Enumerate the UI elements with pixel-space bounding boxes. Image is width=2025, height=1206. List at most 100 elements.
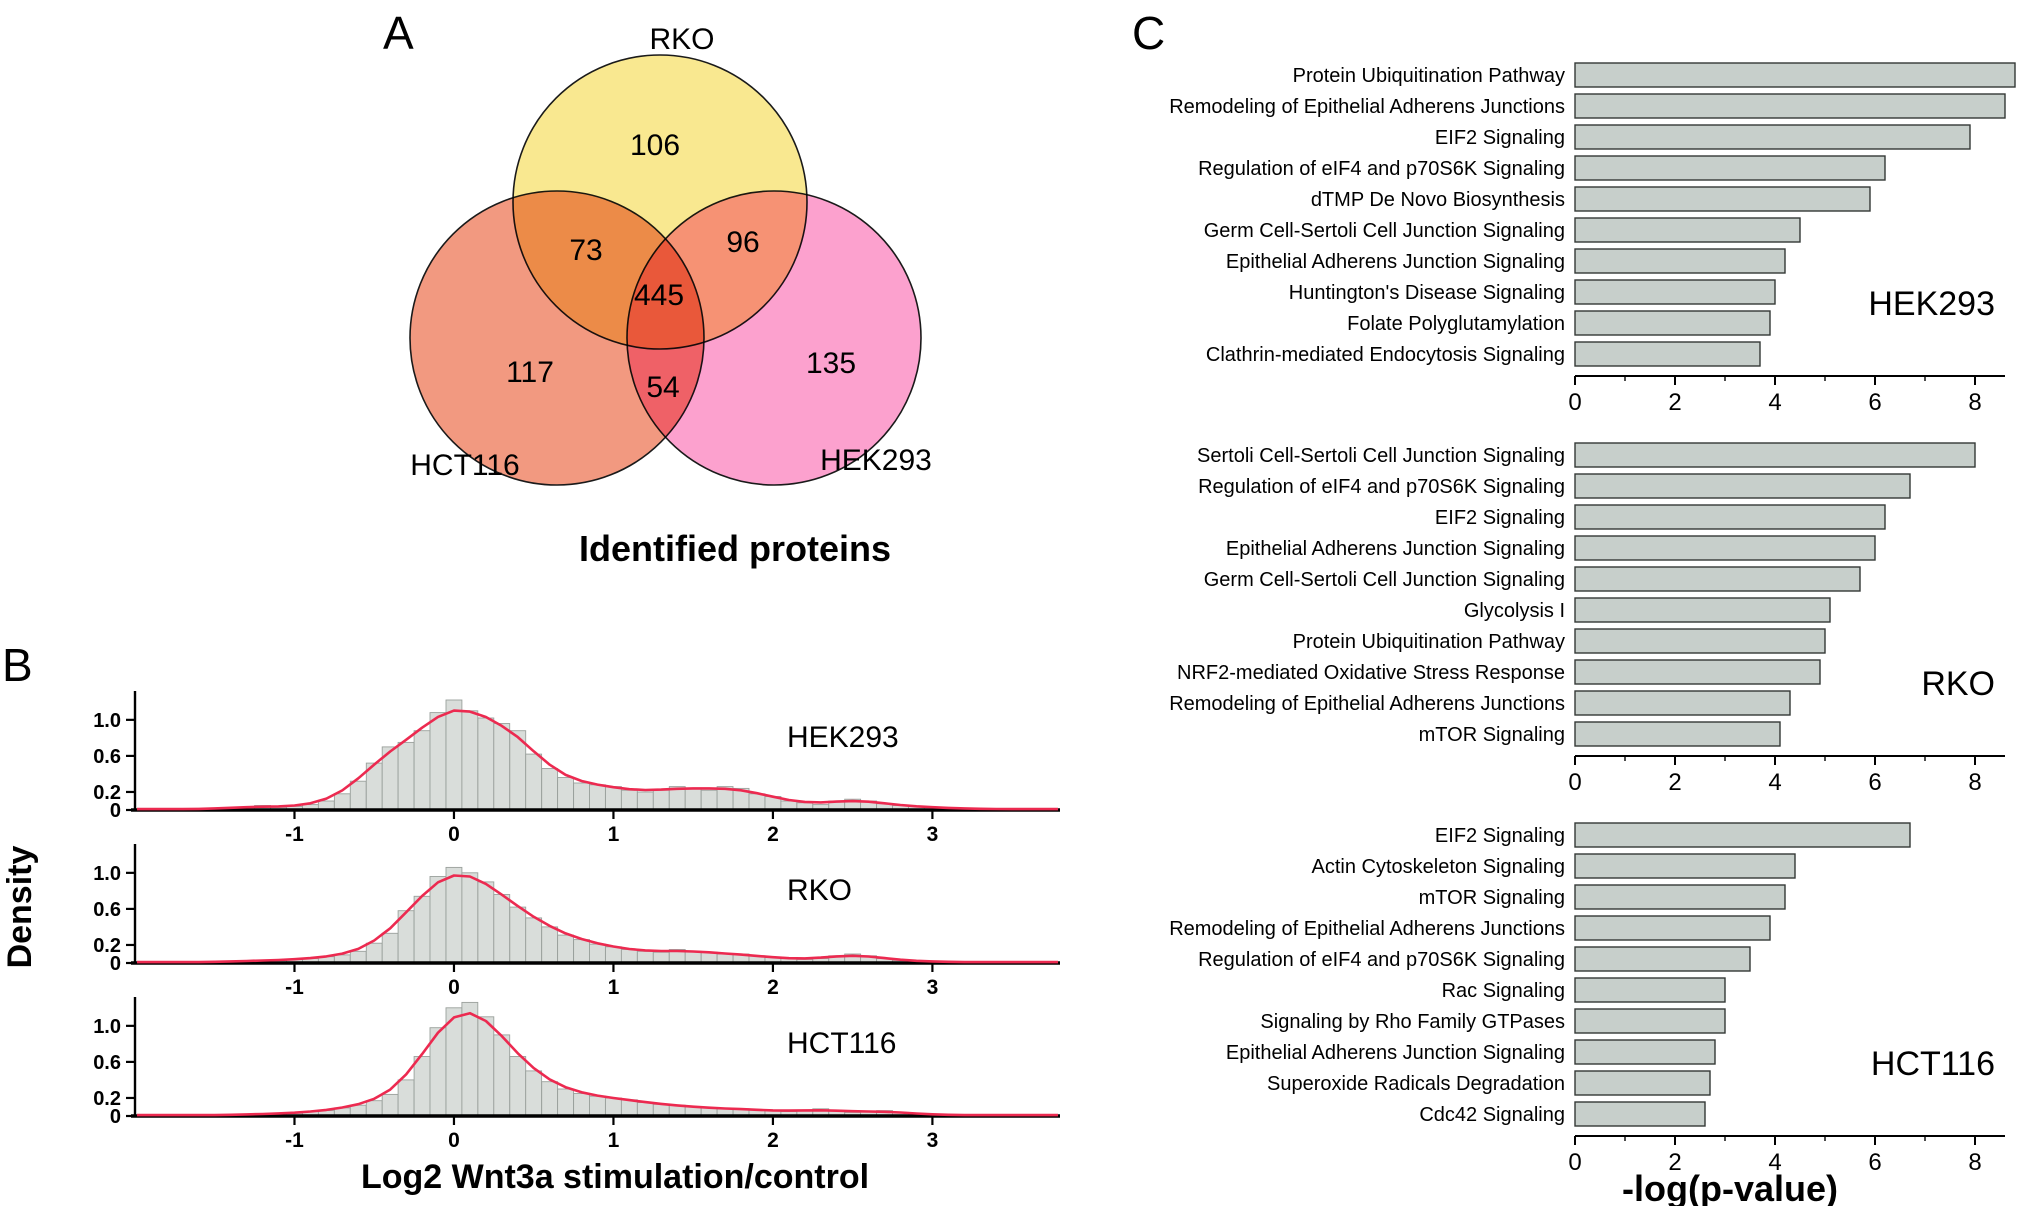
histogram-bar: [525, 1070, 543, 1117]
y-tick-label: 0.2: [93, 1088, 121, 1110]
x-tick-label: 6: [1868, 1149, 1881, 1176]
histogram-bar: [620, 1099, 638, 1117]
bar: [1574, 310, 1771, 336]
bar: [1574, 341, 1761, 367]
bar: [1574, 1101, 1706, 1127]
x-tick-label: 6: [1868, 389, 1881, 416]
x-tick-label: 2: [767, 823, 779, 846]
histogram-bar: [652, 789, 670, 811]
histogram-bar: [573, 939, 590, 964]
venn-count-rko-hek293: 96: [726, 226, 759, 259]
pathway-label: Regulation of eIF4 and p70S6K Signaling: [1198, 476, 1565, 498]
pathway-label: Signaling by Rho Family GTPases: [1260, 1011, 1565, 1033]
x-tick-label: 2: [1668, 1149, 1681, 1176]
histogram-bar: [620, 949, 638, 964]
venn-count-rko-only: 106: [630, 129, 680, 162]
y-tick-label: 0: [110, 953, 121, 975]
histogram-bar: [541, 768, 559, 811]
venn-set-label-hct116: HCT116: [410, 449, 519, 482]
cell-line-label: HEK293: [1868, 285, 1995, 323]
x-tick-label: 3: [927, 1129, 939, 1152]
histogram-bar: [589, 943, 606, 964]
venn-set-label-hek293: HEK293: [820, 444, 932, 477]
x-tick-label: 8: [1968, 1149, 1981, 1176]
x-tick-label: 1: [608, 823, 620, 846]
histogram-bar: [605, 786, 622, 811]
x-tick-label: 2: [1668, 389, 1681, 416]
x-tick-label: 2: [1668, 769, 1681, 796]
histogram-bar: [413, 730, 431, 811]
venn-count-all-three: 445: [634, 279, 684, 312]
bar-chart-rko: Sertoli Cell-Sertoli Cell Junction Signa…: [1169, 442, 2005, 796]
density-curve: [137, 1011, 1058, 1117]
bar: [1574, 628, 1826, 654]
histogram-bar: [493, 723, 511, 811]
x-tick-label: 3: [927, 823, 939, 846]
x-tick-label: 6: [1868, 769, 1881, 796]
histogram-bar: [541, 926, 559, 964]
histogram-bar: [636, 791, 654, 811]
venn-caption: Identified proteins: [578, 528, 891, 569]
histogram-bar: [573, 782, 590, 811]
cell-line-label: HCT116: [1871, 1045, 1995, 1083]
venn-diagram: RKO 106 73 96 445 117 54 135 HCT116 HEK2…: [409, 23, 932, 486]
histogram-bar: [381, 932, 399, 964]
bar: [1574, 946, 1751, 972]
venn-count-rko-hct116: 73: [569, 234, 602, 267]
pathway-label: Germ Cell-Sertoli Cell Junction Signalin…: [1204, 569, 1565, 591]
histogram-bar: [349, 950, 367, 964]
histogram-bar: [525, 917, 543, 964]
x-tick-label: 1: [608, 976, 620, 999]
histogram-bar: [445, 866, 463, 964]
x-tick-label: -1: [285, 976, 304, 999]
bar: [1574, 977, 1726, 1003]
histogram-bar: [429, 876, 447, 964]
x-tick-label: 8: [1968, 389, 1981, 416]
bars-x-axis-title: -log(p-value): [1622, 1168, 1838, 1206]
bar: [1574, 721, 1781, 747]
pathway-label: Regulation of eIF4 and p70S6K Signaling: [1198, 158, 1565, 180]
histogram-bar: [557, 934, 574, 964]
pathway-label: Protein Ubiquitination Pathway: [1293, 65, 1565, 87]
venn-count-hek293-only: 135: [806, 347, 856, 380]
pathway-label: Epithelial Adherens Junction Signaling: [1226, 538, 1565, 560]
bar: [1574, 853, 1796, 879]
histogram-bar: [493, 1034, 511, 1117]
y-tick-label: 0.2: [93, 935, 121, 957]
pathway-label: Sertoli Cell-Sertoli Cell Junction Signa…: [1197, 445, 1565, 467]
pathway-label: mTOR Signaling: [1419, 724, 1565, 746]
histogram-bar: [477, 717, 495, 811]
histogram-bar: [525, 753, 543, 811]
x-tick-label: 0: [1568, 769, 1581, 796]
histogram-bar: [493, 894, 511, 964]
bar-chart-hek293: Protein Ubiquitination Pathway Remodeling…: [1169, 62, 2016, 416]
y-tick-label: 0: [110, 1106, 121, 1128]
venn-count-hct116-hek293: 54: [646, 371, 679, 404]
pathway-label: Remodeling of Epithelial Adherens Juncti…: [1169, 96, 1565, 118]
bar: [1574, 1070, 1711, 1096]
x-tick-label: 4: [1768, 389, 1781, 416]
x-tick-label: 1: [608, 1129, 620, 1152]
histogram-bar: [477, 881, 495, 964]
bar: [1574, 62, 2016, 88]
histogram-bar: [748, 793, 766, 811]
density-curve: [137, 709, 1058, 811]
histogram-bar: [397, 1079, 415, 1117]
y-tick-label: 0: [110, 800, 121, 822]
x-tick-label: 0: [1568, 389, 1581, 416]
venn-count-hct116-only: 117: [506, 356, 554, 389]
y-tick-label: 0.6: [93, 899, 121, 921]
pathway-label: Epithelial Adherens Junction Signaling: [1226, 251, 1565, 273]
pathway-label: Superoxide Radicals Degradation: [1267, 1073, 1565, 1095]
pathway-label: Glycolysis I: [1464, 600, 1565, 622]
histogram-bar: [461, 1001, 479, 1117]
x-tick-label: 0: [448, 976, 460, 999]
bar: [1574, 442, 1976, 468]
pathway-label: EIF2 Signaling: [1435, 825, 1565, 847]
panel-c-label: C: [1132, 7, 1166, 59]
bar: [1574, 915, 1771, 941]
histogram-bar: [636, 1102, 654, 1117]
histogram-bar: [413, 895, 431, 964]
